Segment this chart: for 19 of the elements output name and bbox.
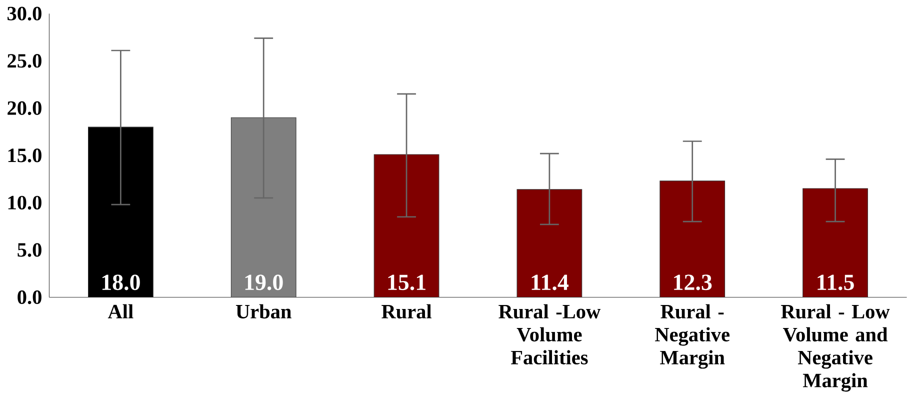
- y-tick-label: 20.0: [8, 101, 42, 115]
- y-tick-label: 30.0: [8, 6, 42, 20]
- data-label: 19.0: [245, 274, 283, 290]
- data-label: 15.1: [388, 274, 426, 290]
- y-tick-label: 15.0: [8, 148, 42, 162]
- y-tick-label: 0.0: [18, 290, 42, 304]
- data-label: 18.0: [102, 274, 140, 290]
- data-label: 11.4: [532, 274, 568, 290]
- x-tick-label: Rural - Low Volume and Negative Margin: [781, 304, 890, 392]
- y-tick-label: 25.0: [8, 54, 42, 68]
- x-tick-label: Urban: [236, 304, 292, 318]
- x-tick-label: Rural: [382, 304, 432, 318]
- x-tick-label: All: [108, 304, 134, 318]
- data-label: 11.5: [818, 274, 854, 290]
- y-tick-label: 10.0: [8, 196, 42, 210]
- data-label: 12.3: [674, 274, 712, 290]
- x-tick-label: Rural -Low Volume Facilities: [498, 304, 601, 364]
- x-tick-label: Rural - Negative Margin: [655, 304, 730, 368]
- y-tick-label: 5.0: [18, 242, 42, 257]
